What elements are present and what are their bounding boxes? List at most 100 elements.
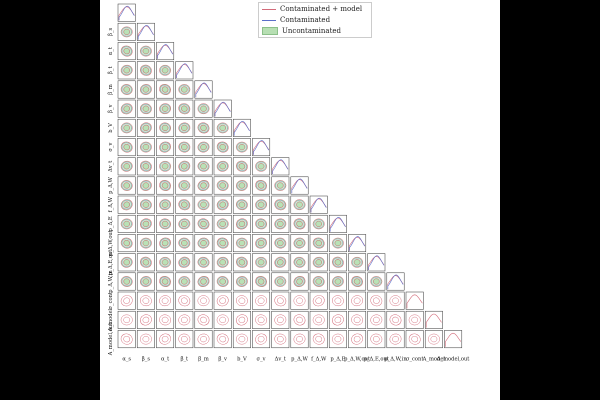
contour-contaminated-model-inner — [123, 335, 131, 343]
contour-contaminated-model-inner — [142, 105, 150, 112]
contour-contaminated-model-outer — [235, 276, 248, 287]
contour-contaminated — [179, 200, 190, 210]
contour-contaminated-model-inner — [200, 220, 207, 228]
contour-uncontaminated-inner — [277, 278, 284, 285]
contour-contaminated-model-inner — [257, 297, 265, 304]
contour-uncontaminated-inner — [238, 240, 245, 246]
contour-contaminated-model-outer — [120, 160, 133, 172]
contour-contaminated — [217, 181, 228, 190]
contour-contaminated — [198, 104, 209, 114]
contour-contaminated-model-outer — [274, 295, 287, 307]
x-axis-parameter-label: p_Δ,E — [330, 357, 345, 363]
contour-contaminated-model-outer — [159, 64, 172, 76]
contour-contaminated-model-outer — [351, 314, 364, 326]
contour-contaminated-model-outer — [351, 256, 364, 268]
contour-contaminated-model-outer — [178, 333, 191, 345]
contour-contaminated-model-inner — [200, 124, 207, 132]
subplot-frame — [424, 330, 443, 349]
subplot-frame — [386, 291, 405, 310]
contour-uncontaminated-inner — [219, 221, 226, 227]
contour-contaminated — [141, 181, 151, 190]
contour-contaminated-model-outer — [159, 180, 171, 191]
contour-contaminated-model-inner — [142, 163, 150, 170]
contour-contaminated-model-inner — [276, 220, 284, 228]
contour-contaminated-model-inner — [142, 259, 150, 266]
contour-contaminated-model-inner — [219, 239, 227, 247]
contour-contaminated-model-outer — [178, 160, 191, 172]
contour-contaminated-model-outer — [197, 160, 210, 172]
contour-contaminated-model-inner — [219, 143, 227, 151]
contour-contaminated-model-outer — [139, 199, 152, 211]
contour-contaminated-model-outer — [236, 218, 248, 230]
x-axis-parameter-label: p_Δ,W,out — [344, 357, 371, 363]
contour-contaminated-model-outer — [216, 256, 229, 268]
contour-contaminated-model-inner — [180, 220, 188, 228]
contour-contaminated-model-outer — [274, 199, 287, 211]
contour-contaminated-model-outer — [178, 180, 191, 191]
contour-contaminated-model-inner — [123, 86, 131, 93]
contour-contaminated — [179, 85, 190, 94]
contour-contaminated — [217, 219, 228, 229]
contour-contaminated-model-inner — [315, 220, 323, 227]
contour-contaminated-model-outer — [216, 141, 229, 153]
contour-contaminated-model-outer — [216, 237, 229, 249]
corner-plot-canvas: α_s β_s β_s α_t α_t β_t β_t β_m β_m β_v β_v b_V b_V σ… — [108, 3, 470, 363]
contour-contaminated-model-outer — [120, 64, 133, 76]
contour-contaminated-model-outer — [120, 26, 133, 38]
contour-uncontaminated-inner — [200, 201, 207, 208]
contour-contaminated-model-inner — [276, 335, 284, 343]
marginal-contaminated — [291, 178, 308, 194]
marginal-contaminated — [157, 44, 174, 59]
contour-contaminated-model-inner — [257, 278, 265, 285]
contour-contaminated-model-inner — [161, 297, 169, 304]
contour-contaminated — [237, 200, 247, 210]
contour-contaminated — [179, 277, 190, 286]
contour-contaminated-model-inner — [238, 163, 246, 170]
contour-contaminated-model-inner — [200, 297, 207, 304]
x-axis-parameter-label: β_m — [198, 357, 209, 363]
contour-contaminated-model-inner — [296, 297, 303, 304]
contour-contaminated — [237, 238, 247, 248]
contour-contaminated — [256, 161, 266, 171]
contour-contaminated-model-outer — [331, 295, 344, 307]
contour-contaminated-model-inner — [180, 335, 188, 343]
contour-contaminated — [237, 219, 247, 229]
contour-contaminated-model-inner — [142, 278, 150, 285]
contour-contaminated — [217, 257, 228, 267]
subplot-frame — [136, 310, 155, 329]
subplot-frame — [386, 330, 405, 349]
contour-contaminated — [275, 277, 286, 286]
contour-contaminated-model-inner — [180, 316, 188, 324]
x-axis-parameter-label: α_s — [122, 357, 131, 363]
contour-uncontaminated-inner — [181, 182, 188, 189]
y-axis-parameter-label: β_s — [108, 27, 114, 36]
contour-contaminated-model-inner — [219, 259, 227, 266]
contour-contaminated-model-inner — [200, 335, 207, 343]
subplot-frame — [271, 291, 290, 310]
contour-contaminated-model-outer — [178, 276, 191, 287]
contour-contaminated-model-inner — [238, 316, 246, 324]
subplot-frame — [309, 291, 328, 310]
contour-uncontaminated-inner — [373, 278, 380, 285]
contour-contaminated-model-inner — [142, 220, 150, 228]
contour-contaminated-model-inner — [161, 67, 169, 74]
contour-uncontaminated-inner — [162, 163, 169, 170]
x-axis-parameter-label: f_Δ,W — [311, 357, 327, 363]
contour-contaminated-model-inner — [142, 86, 150, 93]
contour-contaminated-model-inner — [161, 201, 169, 208]
subplot-frame — [175, 330, 194, 349]
contour-uncontaminated-inner — [200, 105, 207, 112]
contour-contaminated-model-inner — [276, 239, 284, 247]
contour-contaminated-model-inner — [142, 67, 150, 74]
contour-contaminated-model-inner — [315, 335, 323, 343]
contour-contaminated-model-outer — [312, 276, 325, 287]
contour-contaminated-model-inner — [180, 105, 188, 112]
contour-contaminated-model-outer — [197, 276, 210, 287]
contour-contaminated-model-inner — [161, 182, 169, 189]
contour-contaminated-model-inner — [142, 144, 150, 151]
contour-contaminated-model-inner — [372, 316, 380, 324]
contour-contaminated-model-inner — [161, 163, 169, 170]
contour-contaminated-model-inner — [180, 182, 188, 189]
contour-contaminated-model-outer — [293, 237, 306, 249]
contour-contaminated-model-outer — [159, 160, 172, 172]
